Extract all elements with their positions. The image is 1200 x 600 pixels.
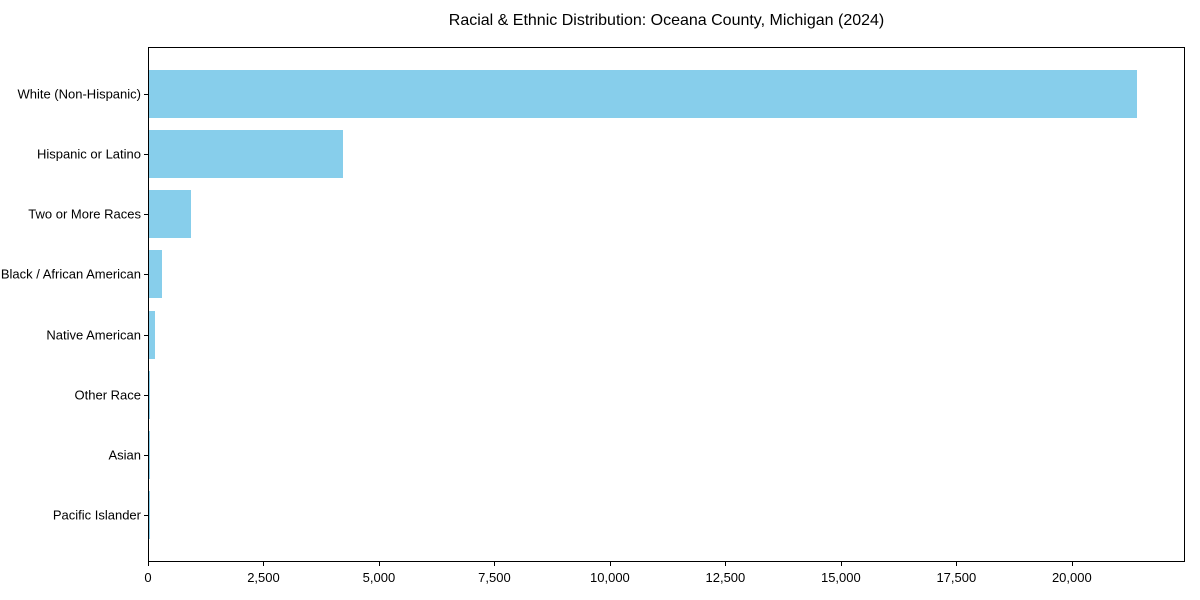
y-tick-label: Hispanic or Latino: [36, 146, 141, 162]
x-tick-label: 15,000: [820, 570, 861, 585]
x-tick-label: 12,500: [705, 570, 746, 585]
plot-area: [148, 47, 1185, 562]
x-tick-mark: [148, 562, 149, 566]
y-tick-mark: [144, 455, 148, 456]
bar-other-race: [149, 370, 151, 419]
bar-white-non-hispanic: [149, 70, 1138, 119]
chart-title: Racial & Ethnic Distribution: Oceana Cou…: [448, 12, 885, 29]
y-tick-label: Native American: [46, 327, 141, 342]
x-tick-mark: [263, 562, 264, 566]
x-tick-label: 20,000: [1051, 570, 1092, 585]
y-tick-label: Other Race: [74, 387, 141, 403]
x-tick-mark: [494, 562, 495, 566]
x-tick-label: 2,500: [247, 570, 280, 585]
y-tick-mark: [144, 214, 148, 215]
x-tick-label: 10,000: [590, 570, 630, 585]
y-tick-mark: [144, 335, 148, 336]
bar-native-american: [149, 310, 155, 359]
bar-black-african-american: [149, 250, 163, 299]
x-tick-mark: [956, 562, 957, 566]
x-tick-mark: [841, 562, 842, 566]
y-tick-mark: [144, 94, 148, 95]
x-tick-label: 17,500: [936, 570, 977, 585]
bar-two-or-more-races: [149, 190, 192, 239]
y-tick-mark: [144, 395, 148, 396]
x-tick-mark: [379, 562, 380, 566]
x-tick-label: 5,000: [362, 570, 396, 585]
x-tick-mark: [1072, 562, 1073, 566]
x-tick-mark: [725, 562, 726, 566]
x-tick-mark: [610, 562, 611, 566]
y-tick-label: White (Non-Hispanic): [17, 86, 141, 102]
bar-asian: [149, 430, 151, 479]
x-tick-label: 0: [144, 570, 152, 585]
x-tick-label: 7,500: [478, 570, 511, 585]
y-tick-mark: [144, 274, 148, 275]
y-tick-mark: [144, 154, 148, 155]
bar-hispanic-or-latino: [149, 130, 343, 179]
y-tick-mark: [144, 515, 148, 516]
y-tick-label: Black / African American: [0, 266, 141, 282]
y-tick-label: Two or More Races: [28, 206, 141, 222]
y-tick-label: Pacific Islander: [52, 507, 141, 523]
y-tick-label: Asian: [108, 447, 141, 463]
